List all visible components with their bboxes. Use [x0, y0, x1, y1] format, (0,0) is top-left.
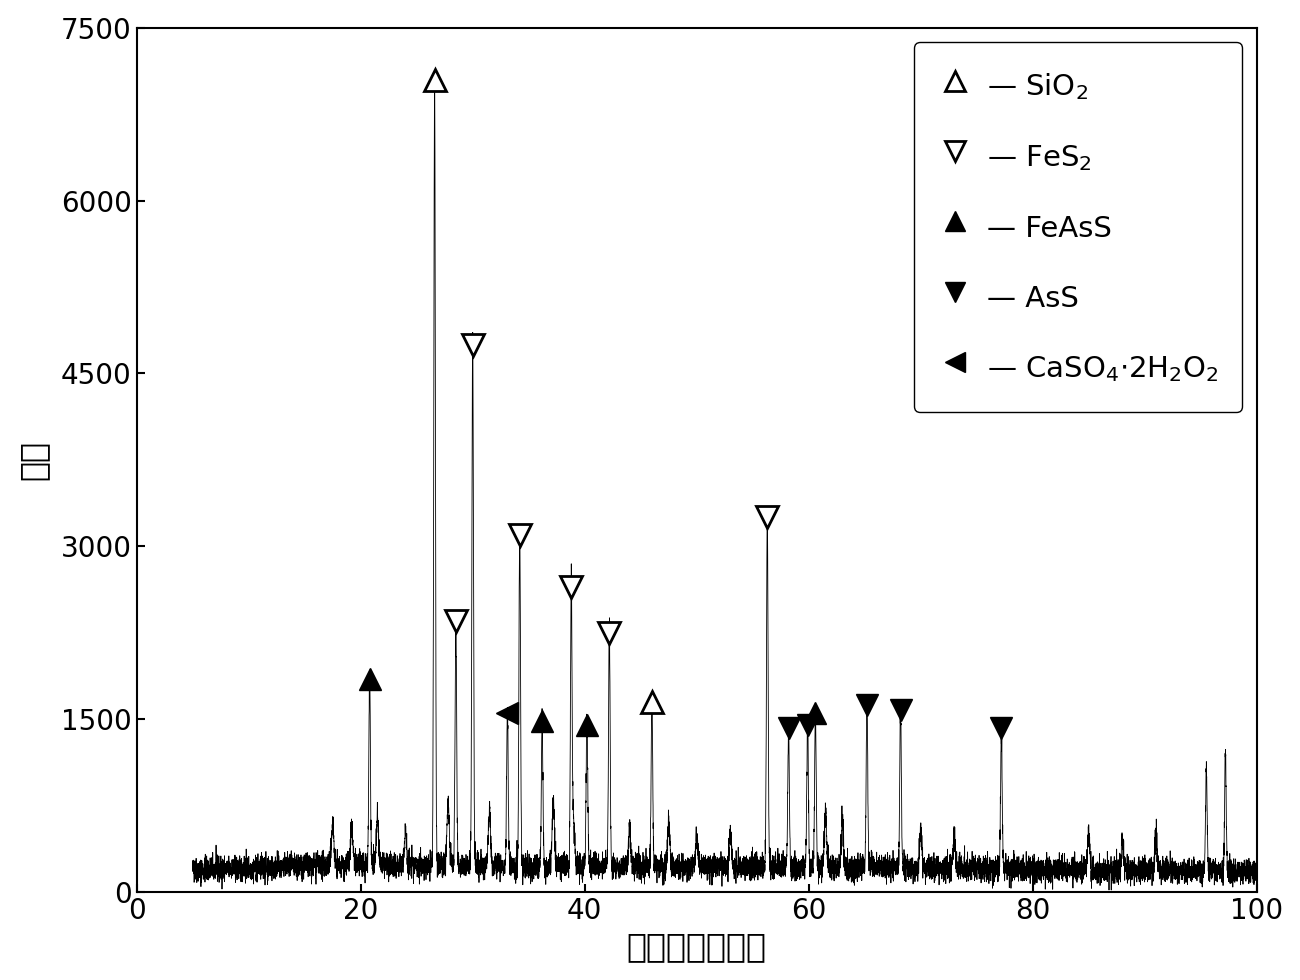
X-axis label: 扫描角度（度）: 扫描角度（度） — [627, 930, 767, 963]
Y-axis label: 强度: 强度 — [17, 440, 49, 480]
Legend: — SiO$_2$, — FeS$_2$, — FeAsS, — AsS, — CaSO$_4$$\cdot$2H$_2$O$_2$: — SiO$_2$, — FeS$_2$, — FeAsS, — AsS, — … — [914, 42, 1243, 412]
